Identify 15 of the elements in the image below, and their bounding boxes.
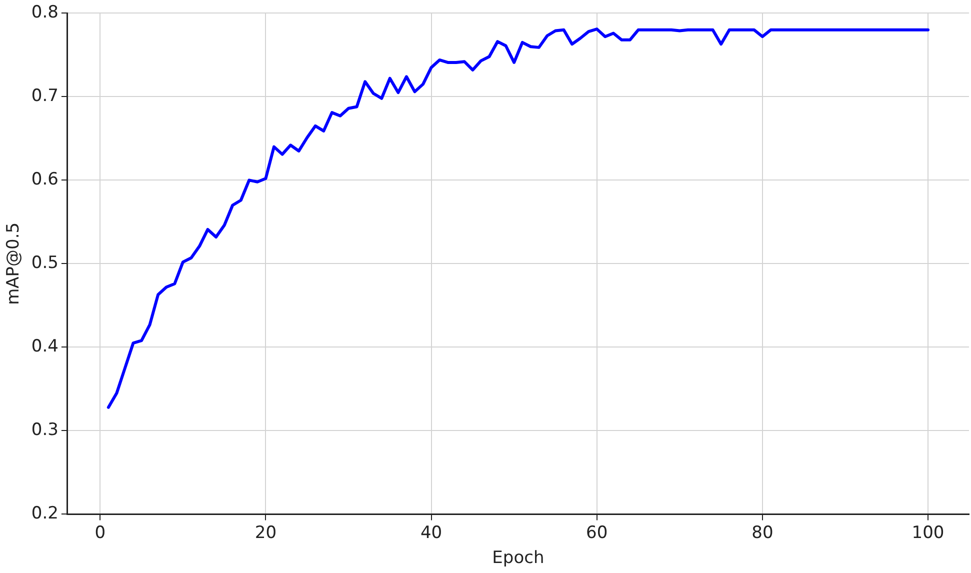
y-axis-title: mAP@0.5 bbox=[4, 222, 24, 305]
x-tick-label: 80 bbox=[752, 522, 774, 543]
x-axis-title: Epoch bbox=[492, 548, 544, 568]
x-tick-label: 100 bbox=[912, 522, 944, 543]
y-tick-label: 0.7 bbox=[31, 86, 58, 106]
y-tick-label: 0.5 bbox=[31, 253, 58, 274]
x-tick-label: 0 bbox=[94, 522, 106, 543]
x-tick-label: 60 bbox=[586, 522, 608, 543]
y-tick-label: 0.8 bbox=[31, 2, 58, 23]
y-tick-label: 0.2 bbox=[31, 504, 58, 524]
y-tick-label: 0.4 bbox=[31, 336, 58, 357]
y-tick-label: 0.3 bbox=[31, 420, 58, 440]
x-tick-label: 20 bbox=[254, 522, 277, 543]
x-tick-label: 40 bbox=[420, 522, 442, 543]
y-tick-label: 0.6 bbox=[31, 170, 58, 190]
